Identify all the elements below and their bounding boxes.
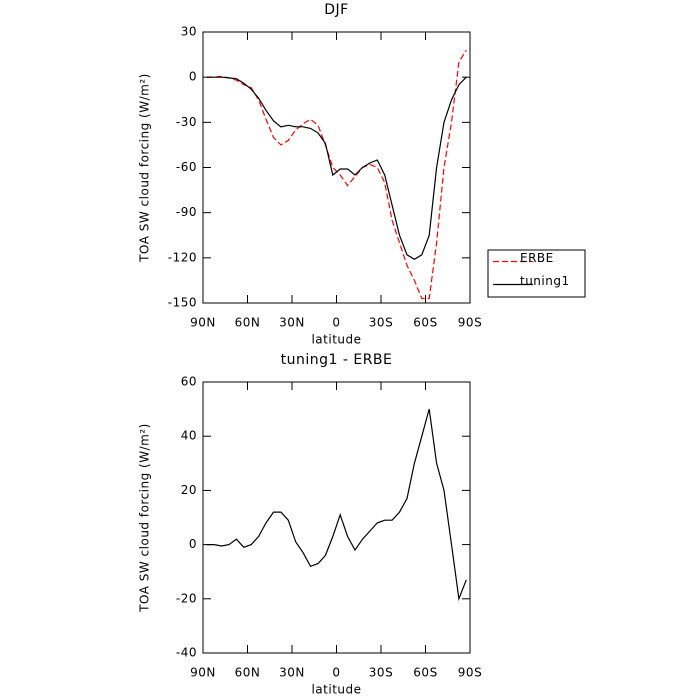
plot-frame: [202, 31, 471, 304]
line-series: [206, 408, 467, 602]
y-tick-label: 0: [189, 537, 197, 551]
y-tick-label: -30: [176, 115, 197, 129]
y-tick-label: -120: [168, 250, 197, 264]
x-tick-label: 30N: [279, 316, 305, 330]
line-series: [206, 49, 467, 300]
x-tick-label: 60N: [235, 666, 261, 680]
x-tick-label: 0: [332, 666, 340, 680]
x-tick-label: 30N: [279, 666, 305, 680]
y-tick-label: -20: [176, 591, 197, 605]
x-tick-label: 90S: [458, 316, 482, 330]
y-tick-label: 30: [181, 25, 197, 39]
y-tick-label: -40: [176, 646, 197, 660]
legend-box: [487, 249, 586, 298]
y-tick-label: 0: [189, 70, 197, 84]
x-axis-label: latitude: [311, 333, 361, 347]
x-tick-label: 0: [332, 316, 340, 330]
legend-label: tuning1: [520, 274, 570, 288]
chart-title: DJF: [324, 2, 348, 18]
x-tick-label: 60S: [413, 666, 437, 680]
x-tick-label: 60S: [413, 316, 437, 330]
y-tick-label: -90: [176, 205, 197, 219]
y-tick-label: 20: [181, 483, 197, 497]
chart-title: tuning1 - ERBE: [281, 352, 393, 368]
legend-label: ERBE: [520, 251, 554, 265]
x-tick-label: 90N: [190, 316, 216, 330]
x-tick-label: 90N: [190, 666, 216, 680]
y-axis-label: TOA SW cloud forcing (W/m²): [138, 423, 152, 613]
x-axis-label: latitude: [311, 683, 361, 697]
y-tick-label: 60: [181, 375, 197, 389]
line-series: [206, 76, 467, 261]
x-tick-label: 60N: [235, 316, 261, 330]
y-axis-label: TOA SW cloud forcing (W/m²): [138, 73, 152, 263]
x-tick-label: 90S: [458, 666, 482, 680]
x-tick-label: 30S: [369, 316, 393, 330]
y-tick-label: 40: [181, 429, 197, 443]
y-tick-label: -150: [168, 296, 197, 310]
y-tick-label: -60: [176, 160, 197, 174]
plot-frame: [202, 381, 471, 654]
x-tick-label: 30S: [369, 666, 393, 680]
